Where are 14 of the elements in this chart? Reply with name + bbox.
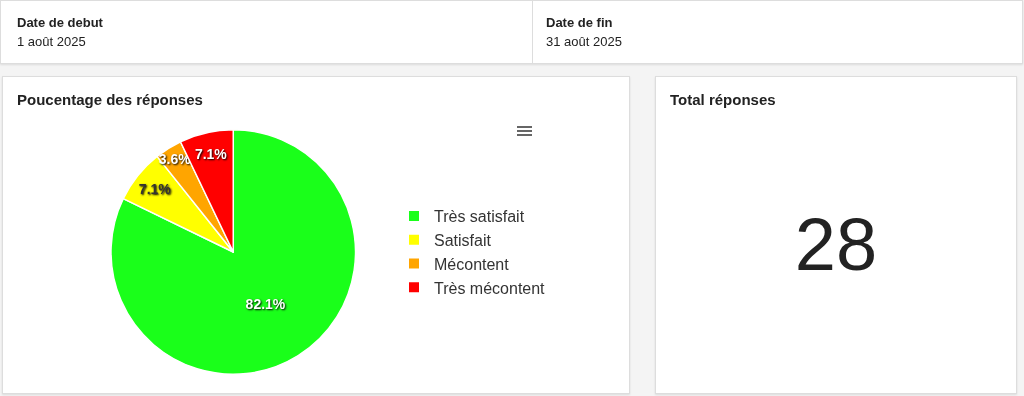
legend-label: Très satisfait	[434, 208, 525, 226]
text: Date de debut	[17, 15, 103, 30]
data-label: 82.1%	[245, 295, 286, 312]
text: 1 août 2025	[17, 34, 87, 49]
legend-label: Mécontent	[434, 255, 510, 273]
data-label: 7.1%	[138, 181, 172, 198]
data-label: 7.1%	[194, 146, 228, 163]
text: 28	[793, 202, 879, 287]
chart-title: Poucentage des réponses	[17, 91, 203, 108]
text: 31 août 2025	[546, 34, 622, 49]
legend-label: Satisfait	[434, 231, 492, 249]
text: Total réponses	[670, 91, 776, 108]
text: Date de fin	[546, 15, 614, 30]
legend-label: Très mécontent	[434, 279, 546, 297]
